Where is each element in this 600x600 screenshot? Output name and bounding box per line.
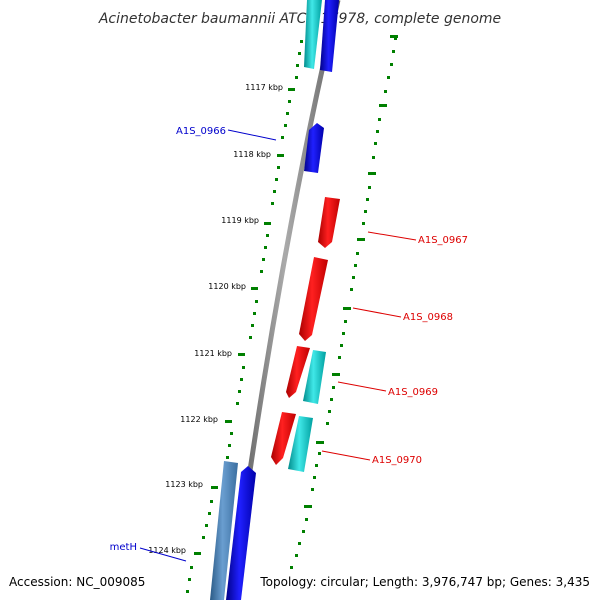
gene-metH[interactable] — [226, 466, 256, 600]
tick-label: 1123 kbp — [165, 480, 203, 489]
gene-cyan-0970[interactable] — [288, 416, 313, 472]
label-leaders — [139, 129, 417, 562]
forward-strand-genes — [210, 0, 339, 600]
topology-text: Topology: circular; Length: 3,976,747 bp… — [259, 575, 590, 589]
accession-text: Accession: NC_009085 — [9, 575, 145, 589]
outer-major-ticks — [304, 35, 398, 508]
tick-label: 1120 kbp — [208, 282, 246, 291]
tick-label: 1119 kbp — [221, 216, 259, 225]
gene-label-A1S_0966[interactable]: A1S_0966 — [176, 126, 226, 137]
reverse-strand-genes — [271, 197, 340, 465]
map-title: Acinetobacter baumannii ATCC 17978, comp… — [98, 11, 501, 27]
gene-A1S_0968[interactable] — [299, 257, 328, 341]
gene-cyan-0969[interactable] — [303, 350, 326, 404]
gene-label-metH[interactable]: metH — [110, 542, 137, 553]
gene-blue-top[interactable] — [320, 0, 339, 72]
gene-label-A1S_0970[interactable]: A1S_0970 — [372, 455, 422, 466]
gene-cyan-top[interactable] — [304, 0, 322, 69]
gene-label-A1S_0968[interactable]: A1S_0968 — [403, 312, 453, 323]
gene-A1S_0967[interactable] — [318, 197, 340, 248]
gene-A1S_0969[interactable] — [286, 346, 310, 398]
tick-labels: 1117 kbp 1118 kbp 1119 kbp 1120 kbp 1121… — [148, 83, 283, 555]
tick-label: 1117 kbp — [245, 83, 283, 92]
tick-label: 1121 kbp — [194, 349, 232, 358]
tick-label: 1124 kbp — [148, 546, 186, 555]
gene-steel[interactable] — [210, 461, 238, 600]
tick-label: 1122 kbp — [180, 415, 218, 424]
gene-label-A1S_0967[interactable]: A1S_0967 — [418, 235, 468, 246]
gene-A1S_0970[interactable] — [271, 412, 296, 465]
gene-label-A1S_0969[interactable]: A1S_0969 — [388, 387, 438, 398]
gene-A1S_0966[interactable] — [304, 123, 324, 173]
gene-labels: A1S_0966 A1S_0967 A1S_0968 A1S_0969 A1S_… — [110, 126, 468, 553]
outer-tick-ring — [290, 37, 397, 569]
tick-label: 1118 kbp — [233, 150, 271, 159]
inner-major-ticks — [194, 88, 295, 555]
